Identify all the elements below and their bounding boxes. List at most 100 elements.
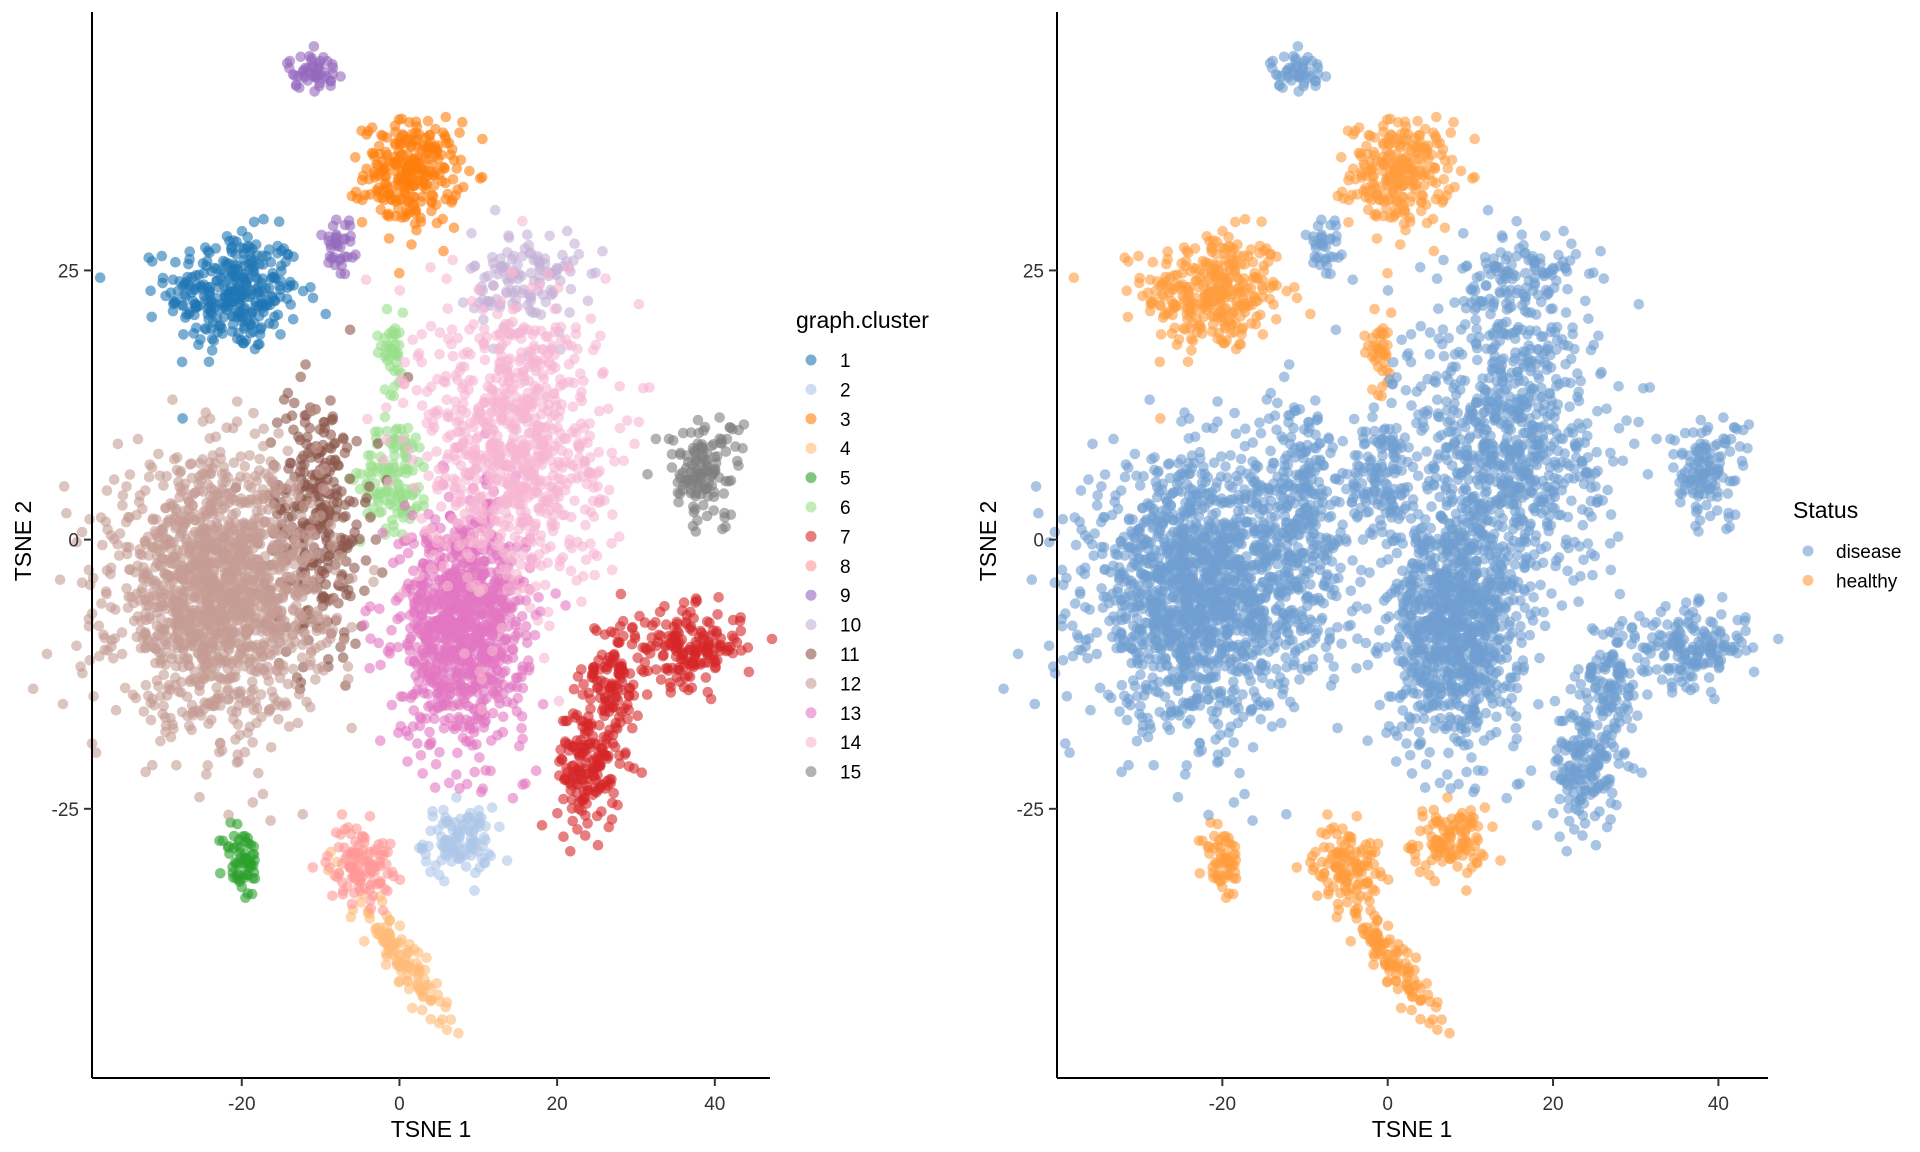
cluster-point <box>596 806 607 817</box>
cluster-point <box>174 467 186 478</box>
cluster-point <box>378 850 389 861</box>
cluster-point <box>171 760 182 771</box>
cluster-point <box>416 666 428 678</box>
cluster-point <box>437 699 449 710</box>
cluster-point <box>202 760 214 771</box>
cluster-point <box>705 693 717 705</box>
cluster-point <box>204 578 215 590</box>
cluster-point <box>214 737 226 749</box>
cluster-point <box>437 1014 448 1025</box>
cluster-point <box>248 216 260 228</box>
cluster-point <box>58 481 70 492</box>
cluster-point <box>267 267 279 279</box>
cluster-point <box>468 319 479 330</box>
cluster-point <box>436 161 448 173</box>
cluster-point <box>464 165 475 177</box>
cluster-point <box>128 597 140 609</box>
cluster-point <box>417 839 429 851</box>
cluster-point <box>735 625 747 637</box>
cluster-point <box>265 815 276 826</box>
cluster-point <box>712 609 723 620</box>
cluster-point <box>492 729 503 741</box>
cluster-point <box>356 175 368 186</box>
cluster-point <box>128 615 140 627</box>
cluster-point <box>182 654 194 665</box>
cluster-point <box>121 583 132 594</box>
cluster-point <box>623 690 635 702</box>
cluster-point <box>184 561 196 572</box>
cluster-point <box>288 558 300 570</box>
cluster-point <box>582 295 594 307</box>
cluster-point <box>594 783 605 795</box>
cluster-point <box>217 477 228 488</box>
cluster-point <box>61 507 72 519</box>
cluster-point <box>172 285 184 297</box>
cluster-point <box>254 453 266 465</box>
cluster-point <box>585 313 597 325</box>
cluster-point <box>247 737 258 748</box>
cluster-point <box>277 665 289 676</box>
cluster-point <box>507 792 519 804</box>
cluster-point <box>394 874 406 885</box>
cluster-point <box>381 425 393 437</box>
cluster-point <box>525 296 536 307</box>
cluster-point <box>101 588 112 600</box>
cluster-point <box>451 792 462 803</box>
cluster-point <box>434 613 445 625</box>
cluster-point <box>487 280 499 291</box>
cluster-point <box>419 964 431 976</box>
cluster-point <box>167 305 179 317</box>
cluster-point <box>266 291 278 302</box>
cluster-point <box>139 536 151 547</box>
cluster-point <box>474 173 486 184</box>
cluster-point <box>582 785 594 796</box>
cluster-point <box>385 493 396 505</box>
cluster-point <box>544 230 555 242</box>
cluster-point <box>736 645 747 656</box>
cluster-point <box>281 293 293 305</box>
cluster-point <box>334 576 346 587</box>
cluster-point <box>117 500 128 511</box>
cluster-point <box>138 706 150 717</box>
cluster-point <box>193 573 204 584</box>
cluster-point <box>222 683 234 695</box>
cluster-point <box>326 415 337 426</box>
cluster-point <box>220 292 231 303</box>
cluster-point <box>597 245 608 257</box>
cluster-point <box>426 593 437 604</box>
cluster-point <box>587 662 599 673</box>
cluster-point <box>224 587 236 598</box>
cluster-point <box>593 446 605 458</box>
cluster-point <box>415 212 426 223</box>
cluster-point <box>576 664 587 675</box>
cluster-point <box>403 730 415 742</box>
cluster-point <box>601 775 613 787</box>
cluster-point <box>271 417 283 429</box>
cluster-point <box>557 754 568 765</box>
cluster-point <box>407 965 419 977</box>
cluster-point <box>332 496 343 508</box>
cluster-point <box>265 742 277 753</box>
cluster-point <box>406 198 418 210</box>
cluster-point <box>424 726 435 738</box>
cluster-point <box>175 687 187 698</box>
cluster-point <box>210 431 222 443</box>
cluster-point <box>343 673 354 685</box>
cluster-point <box>528 254 540 266</box>
cluster-point <box>379 411 391 423</box>
cluster-point <box>261 250 272 262</box>
cluster-point <box>557 715 569 727</box>
cluster-point <box>146 311 157 323</box>
cluster-point <box>633 299 645 310</box>
cluster-point <box>165 498 176 509</box>
cluster-point <box>409 688 420 700</box>
cluster-point <box>711 625 722 637</box>
cluster-point <box>168 595 179 606</box>
cluster-point <box>540 296 552 308</box>
cluster-point <box>510 616 522 628</box>
cluster-point <box>549 303 561 315</box>
cluster-point <box>426 673 438 685</box>
cluster-point <box>166 648 177 659</box>
cluster-point <box>132 433 144 445</box>
cluster-point <box>451 163 463 174</box>
